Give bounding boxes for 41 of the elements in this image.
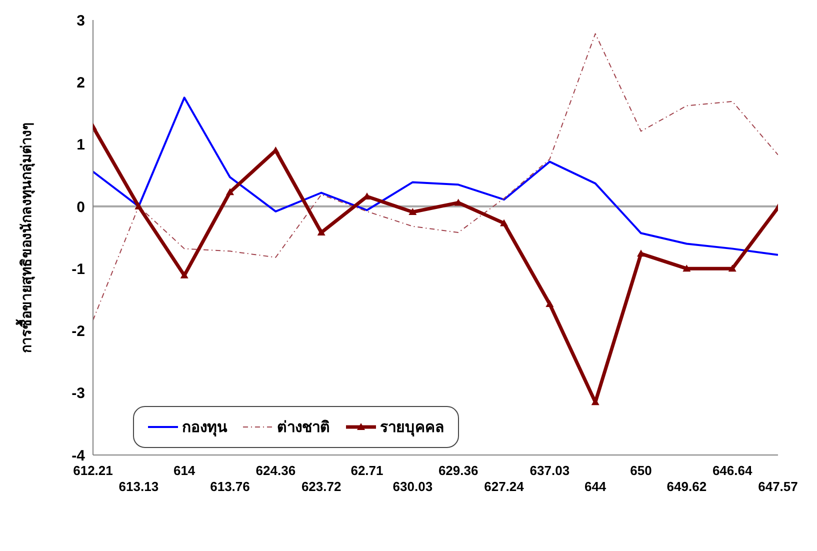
y-tick-label: 1 (76, 136, 85, 154)
y-tick-label: 3 (76, 12, 85, 30)
x-tick-label: 650 (630, 463, 652, 478)
point (226, 188, 234, 196)
y-tick-label: -2 (72, 323, 85, 340)
x-tick-label: 623.72 (301, 479, 342, 494)
point (728, 264, 736, 272)
x-tick-label: 613.76 (210, 479, 250, 494)
line-series (93, 33, 778, 321)
x-tick-label: 612.21 (73, 463, 113, 478)
y-tick-label: -3 (72, 385, 85, 402)
point (317, 228, 326, 236)
point (180, 271, 188, 278)
x-tick-label: 647.57 (758, 479, 798, 494)
x-tick-label: 646.64 (712, 463, 753, 478)
y-axis-title: การซื้อขายสุทธิของนักลงทุนกลุ่มต่างๆ (14, 122, 35, 353)
x-tick-label: 629.36 (438, 463, 478, 478)
point (546, 300, 554, 307)
x-tick-label: 644 (584, 479, 607, 494)
x-tick-label: 649.62 (666, 479, 707, 494)
y-tick-label: 2 (76, 74, 85, 92)
point (637, 250, 645, 257)
y-tick-label: -1 (72, 260, 85, 278)
y-tick-label: 0 (76, 198, 85, 216)
x-tick-label: 637.03 (530, 463, 570, 478)
x-tick-label: 630.03 (392, 479, 433, 494)
point (134, 202, 143, 210)
point (500, 219, 508, 226)
line-series (93, 96, 778, 256)
point (454, 198, 462, 206)
x-tick-label: 62.71 (350, 463, 384, 478)
x-tick-label: 614 (173, 463, 196, 478)
y-tick-label: -4 (72, 447, 86, 464)
point (682, 264, 691, 272)
point (408, 208, 417, 216)
x-tick-label: 624.36 (256, 463, 296, 478)
legend-label: ต่างชาติ (277, 418, 330, 438)
legend-label: รายบุคคล (380, 418, 444, 438)
x-tick-label: 627.24 (484, 479, 525, 494)
x-tick-label: 613.13 (118, 479, 159, 494)
legend-label: กองทุน (182, 418, 227, 438)
